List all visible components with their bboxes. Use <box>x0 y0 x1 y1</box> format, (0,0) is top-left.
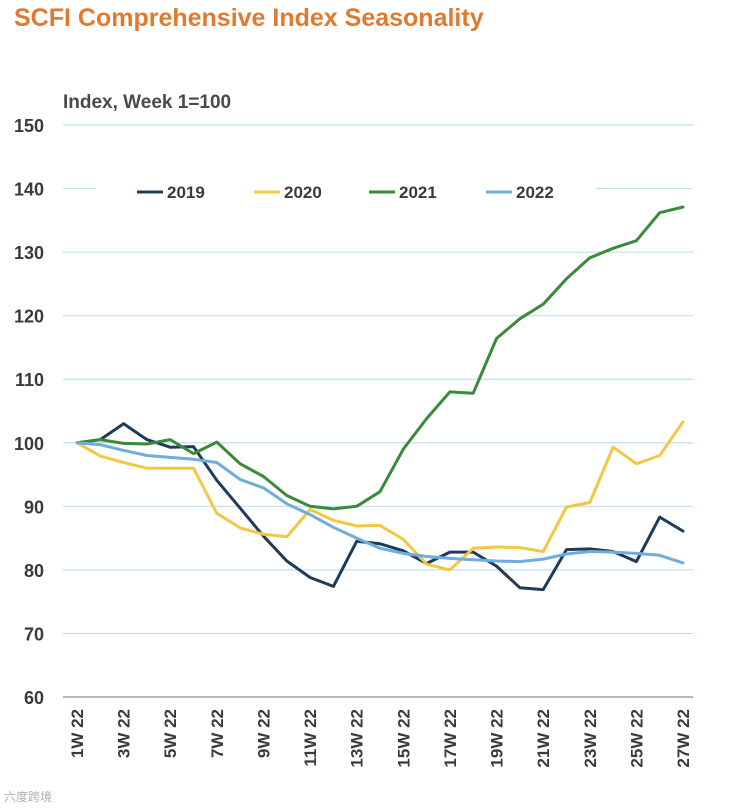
x-tick-label: 27W 22 <box>674 709 693 768</box>
y-tick-130: 130 <box>14 243 44 263</box>
series-line-2022 <box>75 441 685 565</box>
series-lines <box>75 205 685 592</box>
x-tick-label: 13W 22 <box>348 709 367 768</box>
chart-title: SCFI Comprehensive Index Seasonality <box>14 4 484 32</box>
x-tick-label: 5W 22 <box>161 709 180 758</box>
x-tick-label: 21W 22 <box>534 709 553 768</box>
legend-label-2021: 2021 <box>399 183 437 202</box>
y-tick-80: 80 <box>24 561 44 581</box>
y-tick-110: 110 <box>15 370 44 390</box>
x-tick-label: 9W 22 <box>254 709 273 758</box>
series-line-2020 <box>75 420 685 572</box>
y-tick-150: 150 <box>14 116 44 136</box>
y-axis-label: Index, Week 1=100 <box>63 92 231 113</box>
x-tick-label: 11W 22 <box>301 709 320 767</box>
series-line-2019 <box>75 422 685 592</box>
series-line-2021 <box>75 205 685 511</box>
x-tick-label: 3W 22 <box>115 709 134 758</box>
x-tick-label: 1W 22 <box>68 709 87 758</box>
legend-label-2019: 2019 <box>167 183 205 202</box>
legend-label-2022: 2022 <box>516 183 554 202</box>
legend-background <box>96 176 596 206</box>
watermark: 六度跨境 <box>4 790 53 804</box>
x-axis-ticks: 1W 22 3W 22 5W 22 7W 22 9W 22 11W 22 13W 22 15W… <box>68 709 693 768</box>
y-tick-120: 120 <box>14 307 44 327</box>
y-tick-90: 90 <box>24 497 44 517</box>
y-tick-100: 100 <box>14 434 44 454</box>
legend: 2019 2020 2021 2022 <box>96 176 596 206</box>
x-tick-label: 7W 22 <box>208 709 227 758</box>
x-tick-label: 17W 22 <box>441 709 460 768</box>
y-tick-60: 60 <box>24 688 44 708</box>
x-tick-label: 23W 22 <box>581 709 600 768</box>
legend-label-2020: 2020 <box>284 183 322 202</box>
x-tick-label: 15W 22 <box>394 709 413 768</box>
x-tick-label: 19W 22 <box>488 709 507 768</box>
y-tick-70: 70 <box>24 624 44 644</box>
gridlines <box>63 124 693 698</box>
x-tick-label: 25W 22 <box>627 709 646 768</box>
y-axis-ticks: 60 70 80 90 100 110 120 130 140 150 <box>14 116 44 708</box>
y-tick-140: 140 <box>14 180 44 200</box>
